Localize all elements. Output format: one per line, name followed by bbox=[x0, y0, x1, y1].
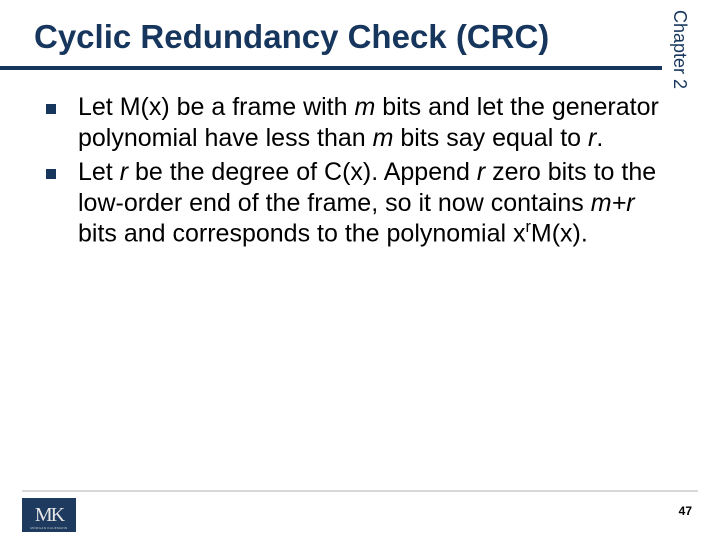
slide: Cyclic Redundancy Check (CRC) Chapter 2 … bbox=[0, 0, 720, 540]
bullet-item: Let M(x) be a frame with m bits and let … bbox=[46, 92, 662, 153]
publisher-logo: MK MORGAN KAUFMANN bbox=[22, 498, 76, 532]
logo-box: MK MORGAN KAUFMANN bbox=[22, 498, 76, 532]
bullet-marker bbox=[46, 104, 56, 114]
footer-rule bbox=[22, 490, 698, 492]
chapter-label: Chapter 2 bbox=[669, 10, 690, 89]
logo-main-text: MK bbox=[35, 505, 63, 525]
logo-sub-text: MORGAN KAUFMANN bbox=[22, 526, 76, 530]
page-number: 47 bbox=[679, 504, 692, 518]
bullet-marker bbox=[46, 169, 56, 179]
bullet-item: Let r be the degree of C(x). Append r ze… bbox=[46, 157, 662, 249]
slide-title: Cyclic Redundancy Check (CRC) bbox=[34, 18, 549, 56]
bullet-text: Let r be the degree of C(x). Append r ze… bbox=[78, 157, 662, 249]
bullet-text: Let M(x) be a frame with m bits and let … bbox=[78, 92, 662, 153]
body-content: Let M(x) be a frame with m bits and let … bbox=[46, 92, 662, 253]
